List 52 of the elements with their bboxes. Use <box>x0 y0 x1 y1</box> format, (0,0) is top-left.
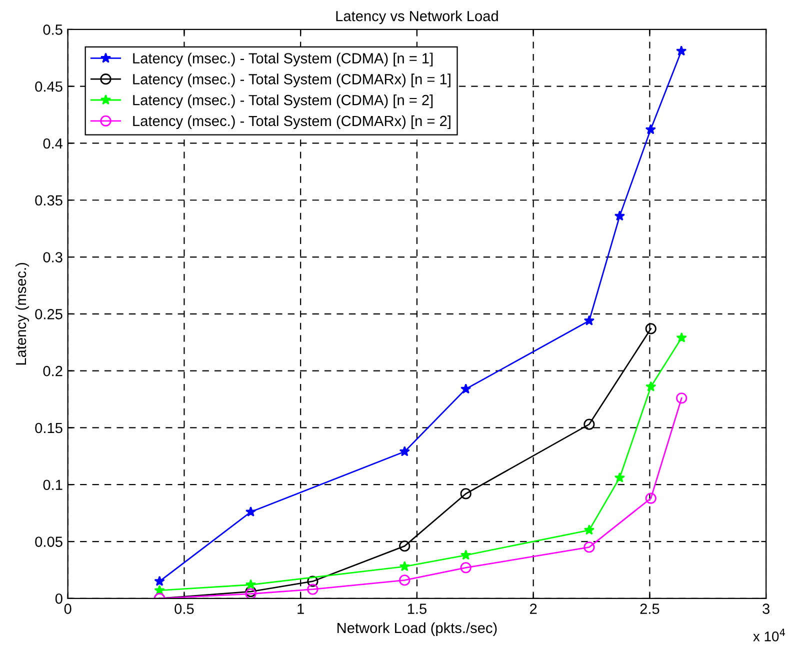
legend-label: Latency (msec.) - Total System (CDMARx) [n = 2] <box>133 115 450 130</box>
x-tick-label: 0.5 <box>174 604 194 614</box>
y-tick-label: 0.5 <box>43 24 62 35</box>
point <box>307 584 318 595</box>
point <box>245 506 256 517</box>
point <box>399 540 410 552</box>
y-tick-label: 0.1 <box>43 480 62 490</box>
point <box>645 124 656 134</box>
y-tick-label: 0.05 <box>35 536 62 547</box>
legend-label: Latency (msec.) - Total System (CDMA) [n = 2] <box>133 94 433 108</box>
y-axis-title: Latency (msec.) <box>15 262 30 365</box>
point <box>614 472 625 482</box>
y-tick-label: 0.45 <box>35 81 62 92</box>
point <box>676 45 687 56</box>
point <box>584 542 595 553</box>
point <box>307 576 318 587</box>
y-tick-label: 0.25 <box>35 309 62 320</box>
x-tick-label: 3 <box>762 604 770 614</box>
x-tick-label: 0 <box>64 604 72 614</box>
point <box>460 550 472 560</box>
y-tick-label: 0.15 <box>35 422 62 434</box>
point <box>460 383 472 394</box>
point <box>584 315 595 326</box>
point <box>584 418 595 430</box>
y-tick-label: 0.3 <box>43 252 62 262</box>
y-tick-label: 0.35 <box>35 195 62 206</box>
point <box>676 332 687 342</box>
point <box>399 560 410 572</box>
point <box>245 579 256 590</box>
point <box>460 488 472 500</box>
x-tick-label: 2 <box>530 604 537 614</box>
x-axis-title: Network Load (pkts./sec) <box>338 622 497 636</box>
text: x 10$^{4}$ <box>753 628 785 642</box>
point <box>154 576 165 586</box>
legend-label: Latency (msec.) - Total System (CDMARx) [n = 1] <box>133 74 450 88</box>
point <box>460 562 472 574</box>
x-tick-label: 1.5 <box>408 604 426 614</box>
y-tick-label: 0.2 <box>43 366 62 376</box>
point <box>584 524 595 535</box>
chart-title: Latency vs Network Load <box>336 10 498 24</box>
point <box>399 446 410 456</box>
point <box>676 392 688 404</box>
x-tick-label: 2.5 <box>640 604 660 614</box>
x-tick-label: 1 <box>298 604 304 614</box>
point <box>399 574 410 586</box>
point <box>614 210 625 221</box>
y-tick-label: 0 <box>55 594 62 604</box>
point <box>646 381 656 392</box>
point <box>645 492 656 504</box>
legend-label: Latency (msec.) - Total System (CDMA) [n = 1] <box>133 52 433 66</box>
point <box>645 323 656 334</box>
y-tick-label: 0.4 <box>43 138 63 149</box>
